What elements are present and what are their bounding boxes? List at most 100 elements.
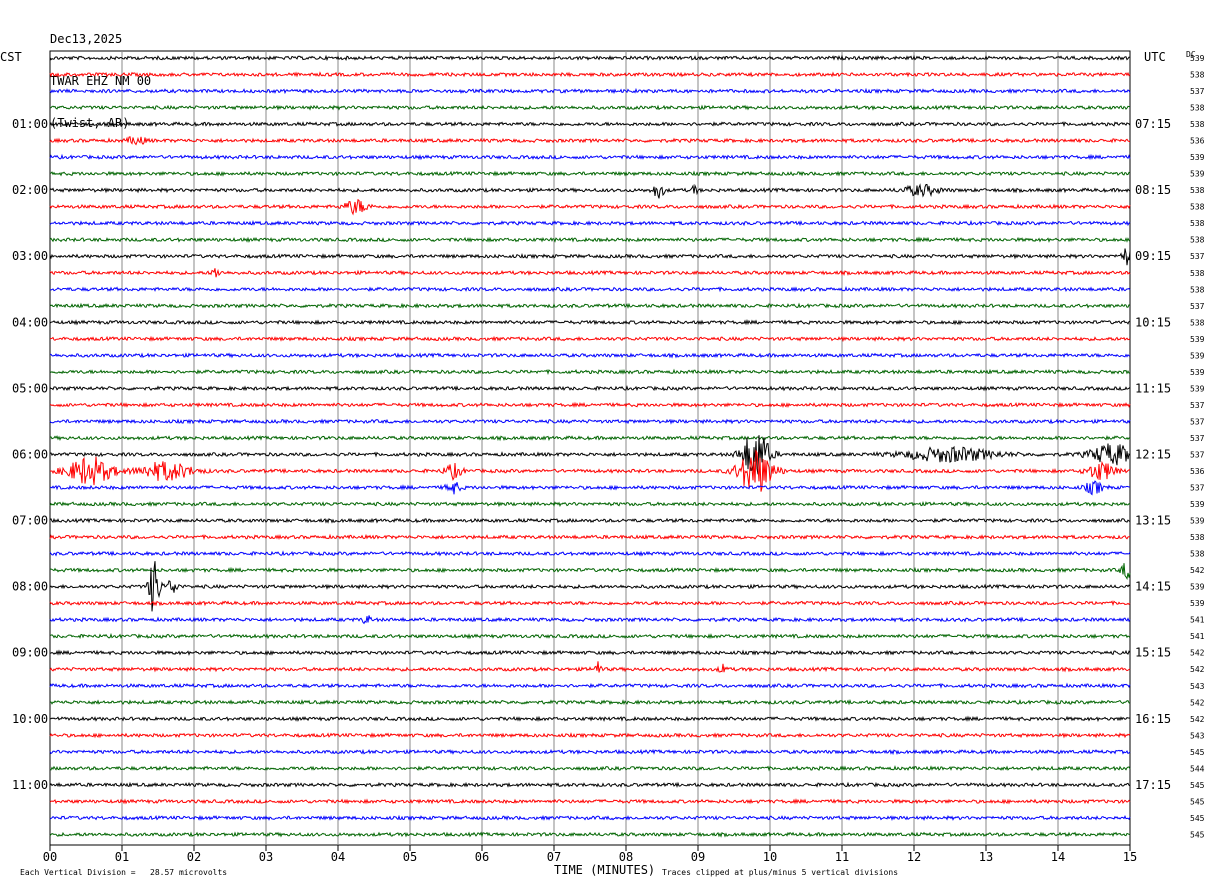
trace-34 <box>49 615 1131 625</box>
trace-3 <box>49 104 1130 111</box>
trace-6 <box>49 153 1131 161</box>
left-hour-label: 04:00 <box>12 315 48 329</box>
left-hour-label: 05:00 <box>12 381 48 395</box>
x-tick-label: 11 <box>835 850 849 864</box>
trace-16 <box>49 318 1131 326</box>
x-tick-label: 10 <box>763 850 777 864</box>
trace-10 <box>49 219 1131 227</box>
x-tick-label: 04 <box>331 850 345 864</box>
left-hour-label: 08:00 <box>12 580 48 594</box>
left-hour-label: 10:00 <box>12 712 48 726</box>
dc-offset-label: 539 <box>1190 335 1205 344</box>
left-hour-label: 07:00 <box>12 514 48 528</box>
trace-9 <box>49 198 1131 216</box>
trace-43 <box>49 765 1131 772</box>
trace-25 <box>49 449 1131 492</box>
dc-offset-label: 537 <box>1190 87 1205 96</box>
trace-12 <box>49 248 1131 266</box>
dc-offset-label: 539 <box>1190 599 1205 608</box>
dc-offset-label: 538 <box>1190 550 1205 559</box>
left-hour-label: 11:00 <box>12 778 48 792</box>
dc-offset-label: 539 <box>1190 368 1205 377</box>
trace-13 <box>49 268 1131 278</box>
scale-note: Each Vertical Division = 28.57 microvolt… <box>20 868 228 877</box>
dc-offset-label: 539 <box>1190 170 1205 179</box>
trace-20 <box>49 385 1131 392</box>
trace-41 <box>49 732 1131 739</box>
trace-39 <box>49 699 1131 706</box>
dc-offset-label: 543 <box>1190 731 1205 740</box>
dc-offset-label: 538 <box>1190 120 1205 129</box>
x-tick-label: 14 <box>1051 850 1065 864</box>
left-hour-label: 03:00 <box>12 249 48 263</box>
trace-8 <box>49 183 1131 199</box>
dc-offset-label: 537 <box>1190 302 1205 311</box>
trace-36 <box>49 649 1131 656</box>
dc-offset-label: 545 <box>1190 797 1205 806</box>
right-timezone-label: UTC <box>1144 50 1166 64</box>
trace-15 <box>49 302 1131 309</box>
trace-38 <box>49 682 1131 689</box>
trace-32 <box>49 561 1131 612</box>
trace-14 <box>49 285 1131 293</box>
left-hour-label: 09:00 <box>12 646 48 660</box>
left-hour-label: 01:00 <box>12 117 48 131</box>
x-tick-label: 06 <box>475 850 489 864</box>
x-tick-label: 01 <box>115 850 129 864</box>
dc-offset-label: 539 <box>1190 351 1205 360</box>
dc-offset-label: 544 <box>1190 764 1205 773</box>
trace-29 <box>49 533 1130 541</box>
dc-offset-label: 543 <box>1190 682 1205 691</box>
trace-11 <box>49 236 1131 243</box>
dc-offset-label: 536 <box>1190 467 1205 476</box>
dc-offset-label: 537 <box>1190 252 1205 261</box>
trace-37 <box>49 661 1131 673</box>
trace-30 <box>49 550 1131 557</box>
right-hour-label: 10:15 <box>1135 315 1171 329</box>
dc-offset-label: 542 <box>1190 649 1205 658</box>
dc-offset-label: 542 <box>1190 566 1205 575</box>
trace-44 <box>49 781 1131 789</box>
x-tick-label: 08 <box>619 850 633 864</box>
dc-offset-label: 538 <box>1190 318 1205 327</box>
dc-offset-label: 536 <box>1190 137 1205 146</box>
x-tick-label: 12 <box>907 850 921 864</box>
x-axis-title: TIME (MINUTES) <box>554 863 656 877</box>
x-tick-label: 05 <box>403 850 417 864</box>
left-hour-label: 06:00 <box>12 447 48 461</box>
right-hour-label: 13:15 <box>1135 514 1171 528</box>
trace-47 <box>49 831 1131 838</box>
dc-offset-label: 545 <box>1190 748 1205 757</box>
right-hour-label: 07:15 <box>1135 117 1171 131</box>
dc-offset-label: 545 <box>1190 830 1205 839</box>
trace-4 <box>49 121 1131 128</box>
trace-33 <box>49 600 1131 607</box>
dc-offset-label: 542 <box>1190 698 1205 707</box>
right-hour-label: 14:15 <box>1135 580 1171 594</box>
trace-28 <box>49 517 1131 524</box>
dc-offset-label: 537 <box>1190 417 1205 426</box>
trace-18 <box>50 352 1131 359</box>
right-hour-label: 17:15 <box>1135 778 1171 792</box>
right-hour-label: 15:15 <box>1135 646 1171 660</box>
dc-offset-label: 537 <box>1190 434 1205 443</box>
trace-23 <box>49 434 1131 442</box>
x-tick-label: 15 <box>1123 850 1137 864</box>
x-tick-label: 00 <box>43 850 57 864</box>
clip-note: Traces clipped at plus/minus 5 vertical … <box>662 868 899 877</box>
dc-offset-label: 539 <box>1190 153 1205 162</box>
dc-offset-label: 541 <box>1190 616 1205 625</box>
dc-offset-label: 538 <box>1190 285 1205 294</box>
dc-offset-label: 539 <box>1190 500 1205 509</box>
trace-46 <box>49 814 1131 822</box>
trace-2 <box>49 87 1131 95</box>
trace-21 <box>49 401 1131 409</box>
right-hour-label: 09:15 <box>1135 249 1171 263</box>
trace-26 <box>49 480 1131 496</box>
trace-35 <box>50 632 1131 640</box>
trace-45 <box>49 798 1131 805</box>
x-tick-label: 09 <box>691 850 705 864</box>
right-hour-label: 12:15 <box>1135 447 1171 461</box>
trace-22 <box>49 418 1131 425</box>
